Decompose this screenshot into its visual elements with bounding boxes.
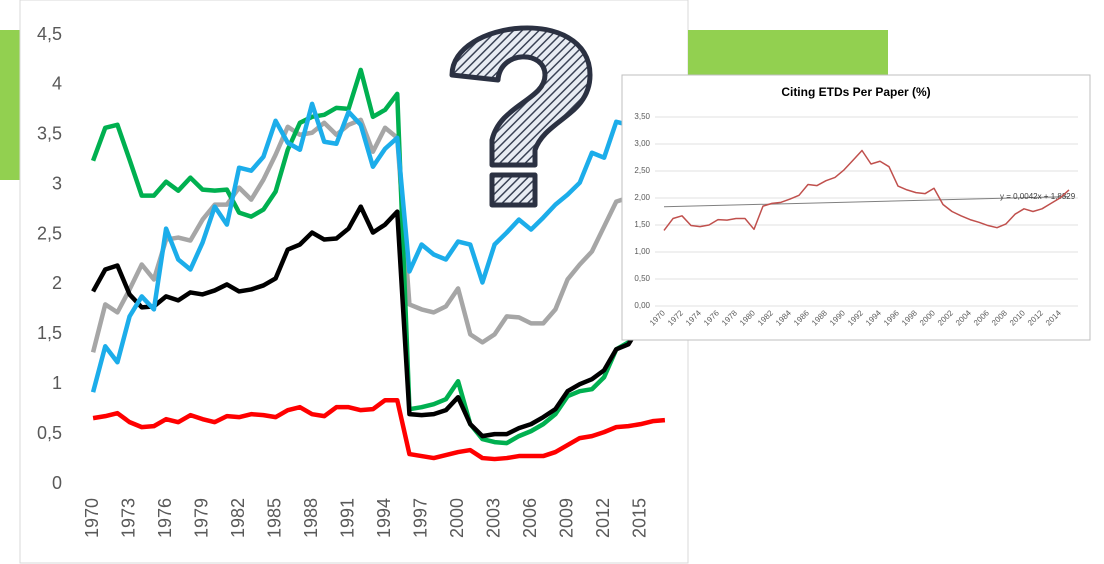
y-tick-label: 0,5 — [37, 423, 62, 443]
page: 0 0,5 1 1,5 2 2,5 3 3,5 4 4,5 1970 1973 1976 1979 1982… — [0, 0, 1104, 564]
x-tick-label: 1979 — [191, 498, 211, 538]
x-tick-label: 2015 — [629, 498, 649, 538]
y-tick-label: 2,50 — [634, 166, 650, 175]
y-tick-label: 3,00 — [634, 139, 650, 148]
x-tick-label: 1988 — [301, 498, 321, 538]
y-tick-label: 3,5 — [37, 124, 62, 144]
x-tick-label: 1997 — [410, 498, 430, 538]
inset-panel — [622, 75, 1090, 340]
y-tick-label: 2,00 — [634, 193, 650, 202]
inset-title: Citing ETDs Per Paper (%) — [781, 85, 930, 99]
y-tick-label: 4,5 — [37, 24, 62, 44]
x-tick-label: 1994 — [374, 498, 394, 538]
x-tick-label: 1973 — [118, 498, 138, 538]
y-tick-label: 4 — [52, 74, 62, 94]
y-tick-label: 1 — [52, 373, 62, 393]
y-tick-label: 0,50 — [634, 274, 650, 283]
y-tick-label: 2,5 — [37, 223, 62, 243]
x-tick-label: 1985 — [264, 498, 284, 538]
y-tick-label: 0,00 — [634, 301, 650, 310]
x-tick-label: 2006 — [520, 498, 540, 538]
x-tick-label: 2012 — [593, 498, 613, 538]
x-tick-label: 1991 — [337, 498, 357, 538]
x-tick-label: 1976 — [155, 498, 175, 538]
y-tick-label: 1,50 — [634, 220, 650, 229]
x-tick-label: 1982 — [228, 498, 248, 538]
y-tick-label: 1,5 — [37, 323, 62, 343]
green-band — [688, 30, 888, 78]
x-tick-label: 2003 — [483, 498, 503, 538]
x-tick-label: 1970 — [82, 498, 102, 538]
y-tick-label: 3 — [52, 173, 62, 193]
inset-chart: Citing ETDs Per Paper (%) 0,00 0,50 1,00 1,… — [622, 75, 1090, 340]
y-tick-label: 2 — [52, 273, 62, 293]
y-tick-label: 3,50 — [634, 112, 650, 121]
x-tick-label: 2000 — [447, 498, 467, 538]
y-tick-label: 1,00 — [634, 247, 650, 256]
x-tick-label: 2009 — [556, 498, 576, 538]
y-tick-label: 0 — [52, 473, 62, 493]
